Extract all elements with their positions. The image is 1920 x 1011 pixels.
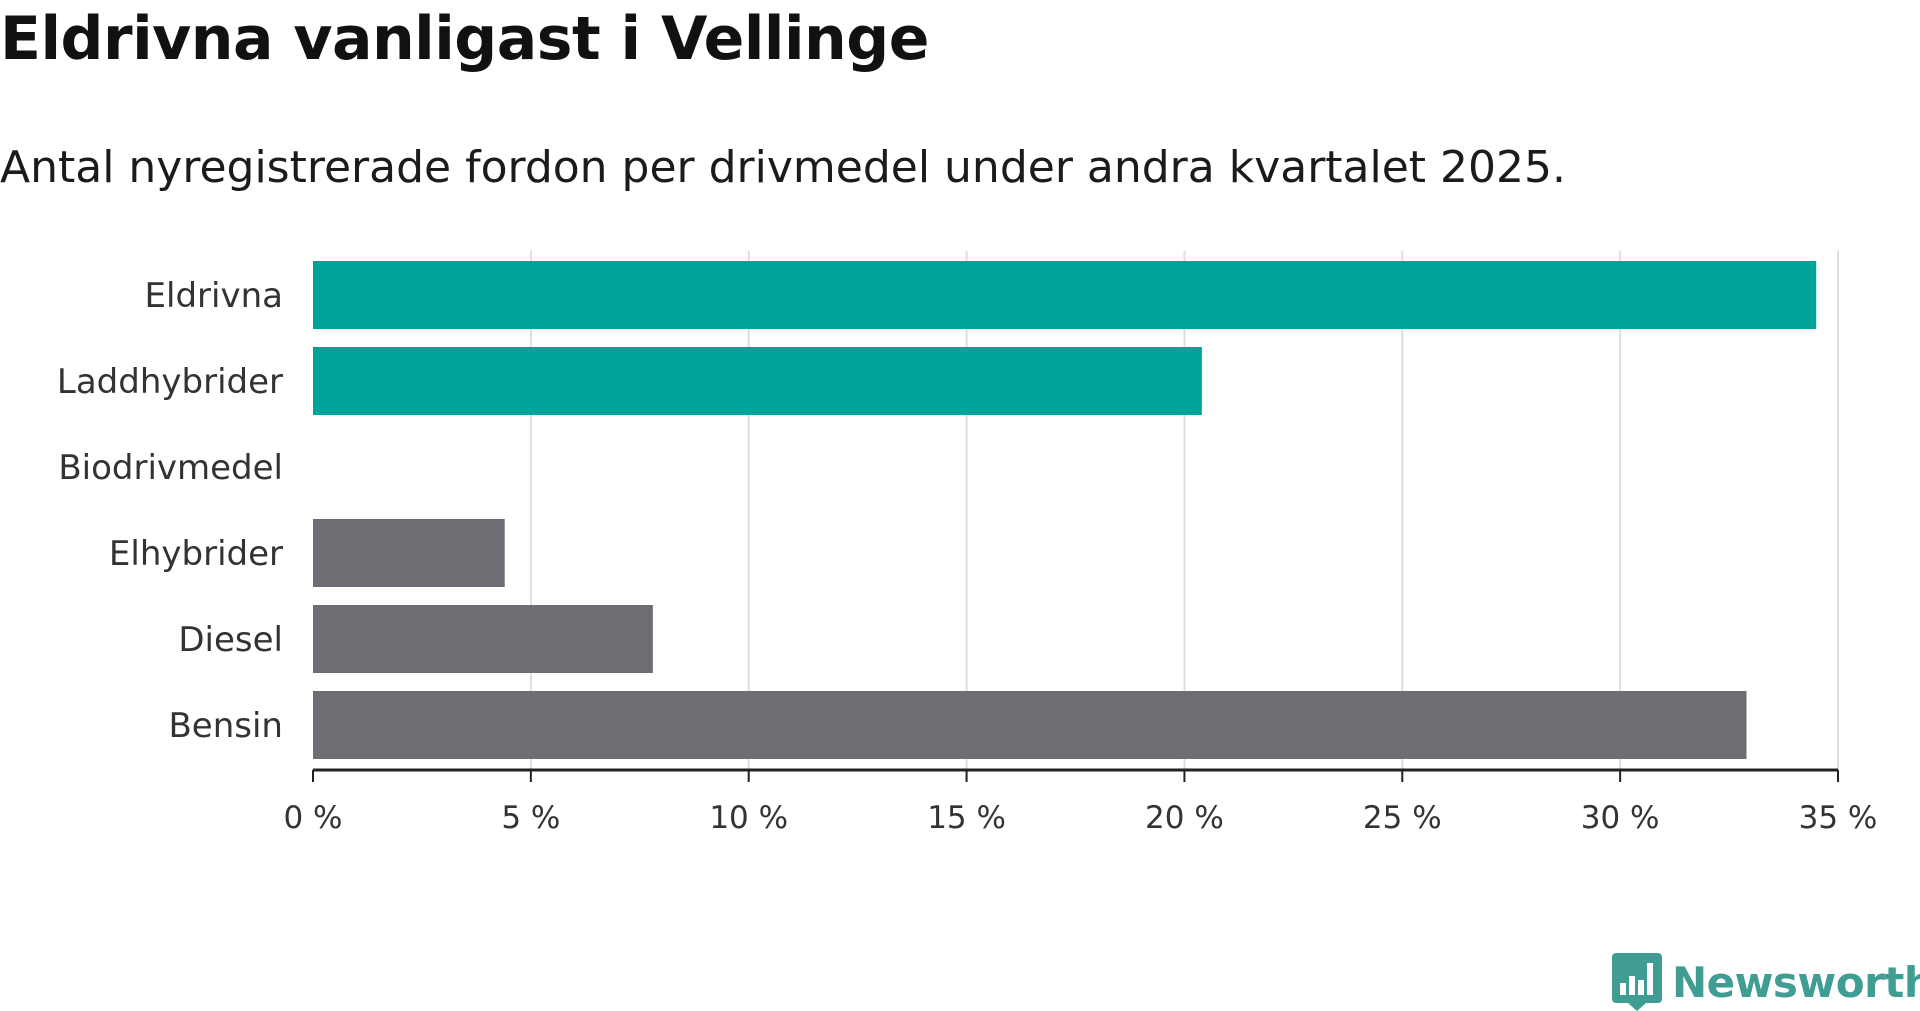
category-label: Diesel bbox=[178, 620, 283, 660]
x-axis: 0 % 5 % 10 % 15 % 20 % 25 % 30 % 35 % bbox=[283, 768, 1878, 836]
x-tick-label: 35 % bbox=[1799, 800, 1878, 836]
category-label: Elhybrider bbox=[109, 534, 283, 574]
chart-subtitle: Antal nyregistrerade fordon per drivmede… bbox=[0, 142, 1566, 193]
x-tick-label: 25 % bbox=[1363, 800, 1442, 836]
x-tick-label: 30 % bbox=[1581, 800, 1660, 836]
bar-chart: Eldrivna Laddhybrider Biodrivmedel Elhybrid… bbox=[57, 251, 1878, 836]
category-label: Bensin bbox=[168, 706, 283, 746]
bars bbox=[313, 261, 1817, 759]
x-tick-label: 10 % bbox=[709, 800, 788, 836]
category-labels: Eldrivna Laddhybrider Biodrivmedel Elhybrid… bbox=[57, 276, 283, 746]
category-label: Eldrivna bbox=[145, 276, 283, 316]
x-tick-label: 5 % bbox=[501, 800, 560, 836]
newsworthy-logo: Newsworthy bbox=[1612, 953, 1920, 1011]
x-tick-label: 20 % bbox=[1145, 800, 1224, 836]
chart-title: Eldrivna vanligast i Vellinge bbox=[0, 4, 929, 74]
x-tick-label: 0 % bbox=[283, 800, 342, 836]
category-label: Laddhybrider bbox=[57, 362, 283, 402]
bar-laddhybrider bbox=[313, 347, 1202, 415]
bar-elhybrider bbox=[313, 519, 505, 587]
logo-text: Newsworthy bbox=[1672, 957, 1920, 1007]
bar-bensin bbox=[313, 691, 1747, 759]
bar-eldrivna bbox=[313, 261, 1817, 329]
bar-diesel bbox=[313, 605, 653, 673]
x-tick-label: 15 % bbox=[927, 800, 1006, 836]
gridlines bbox=[529, 251, 1839, 770]
category-label: Biodrivmedel bbox=[58, 448, 283, 488]
bar-chart-speech-bubble-icon bbox=[1612, 953, 1662, 1011]
